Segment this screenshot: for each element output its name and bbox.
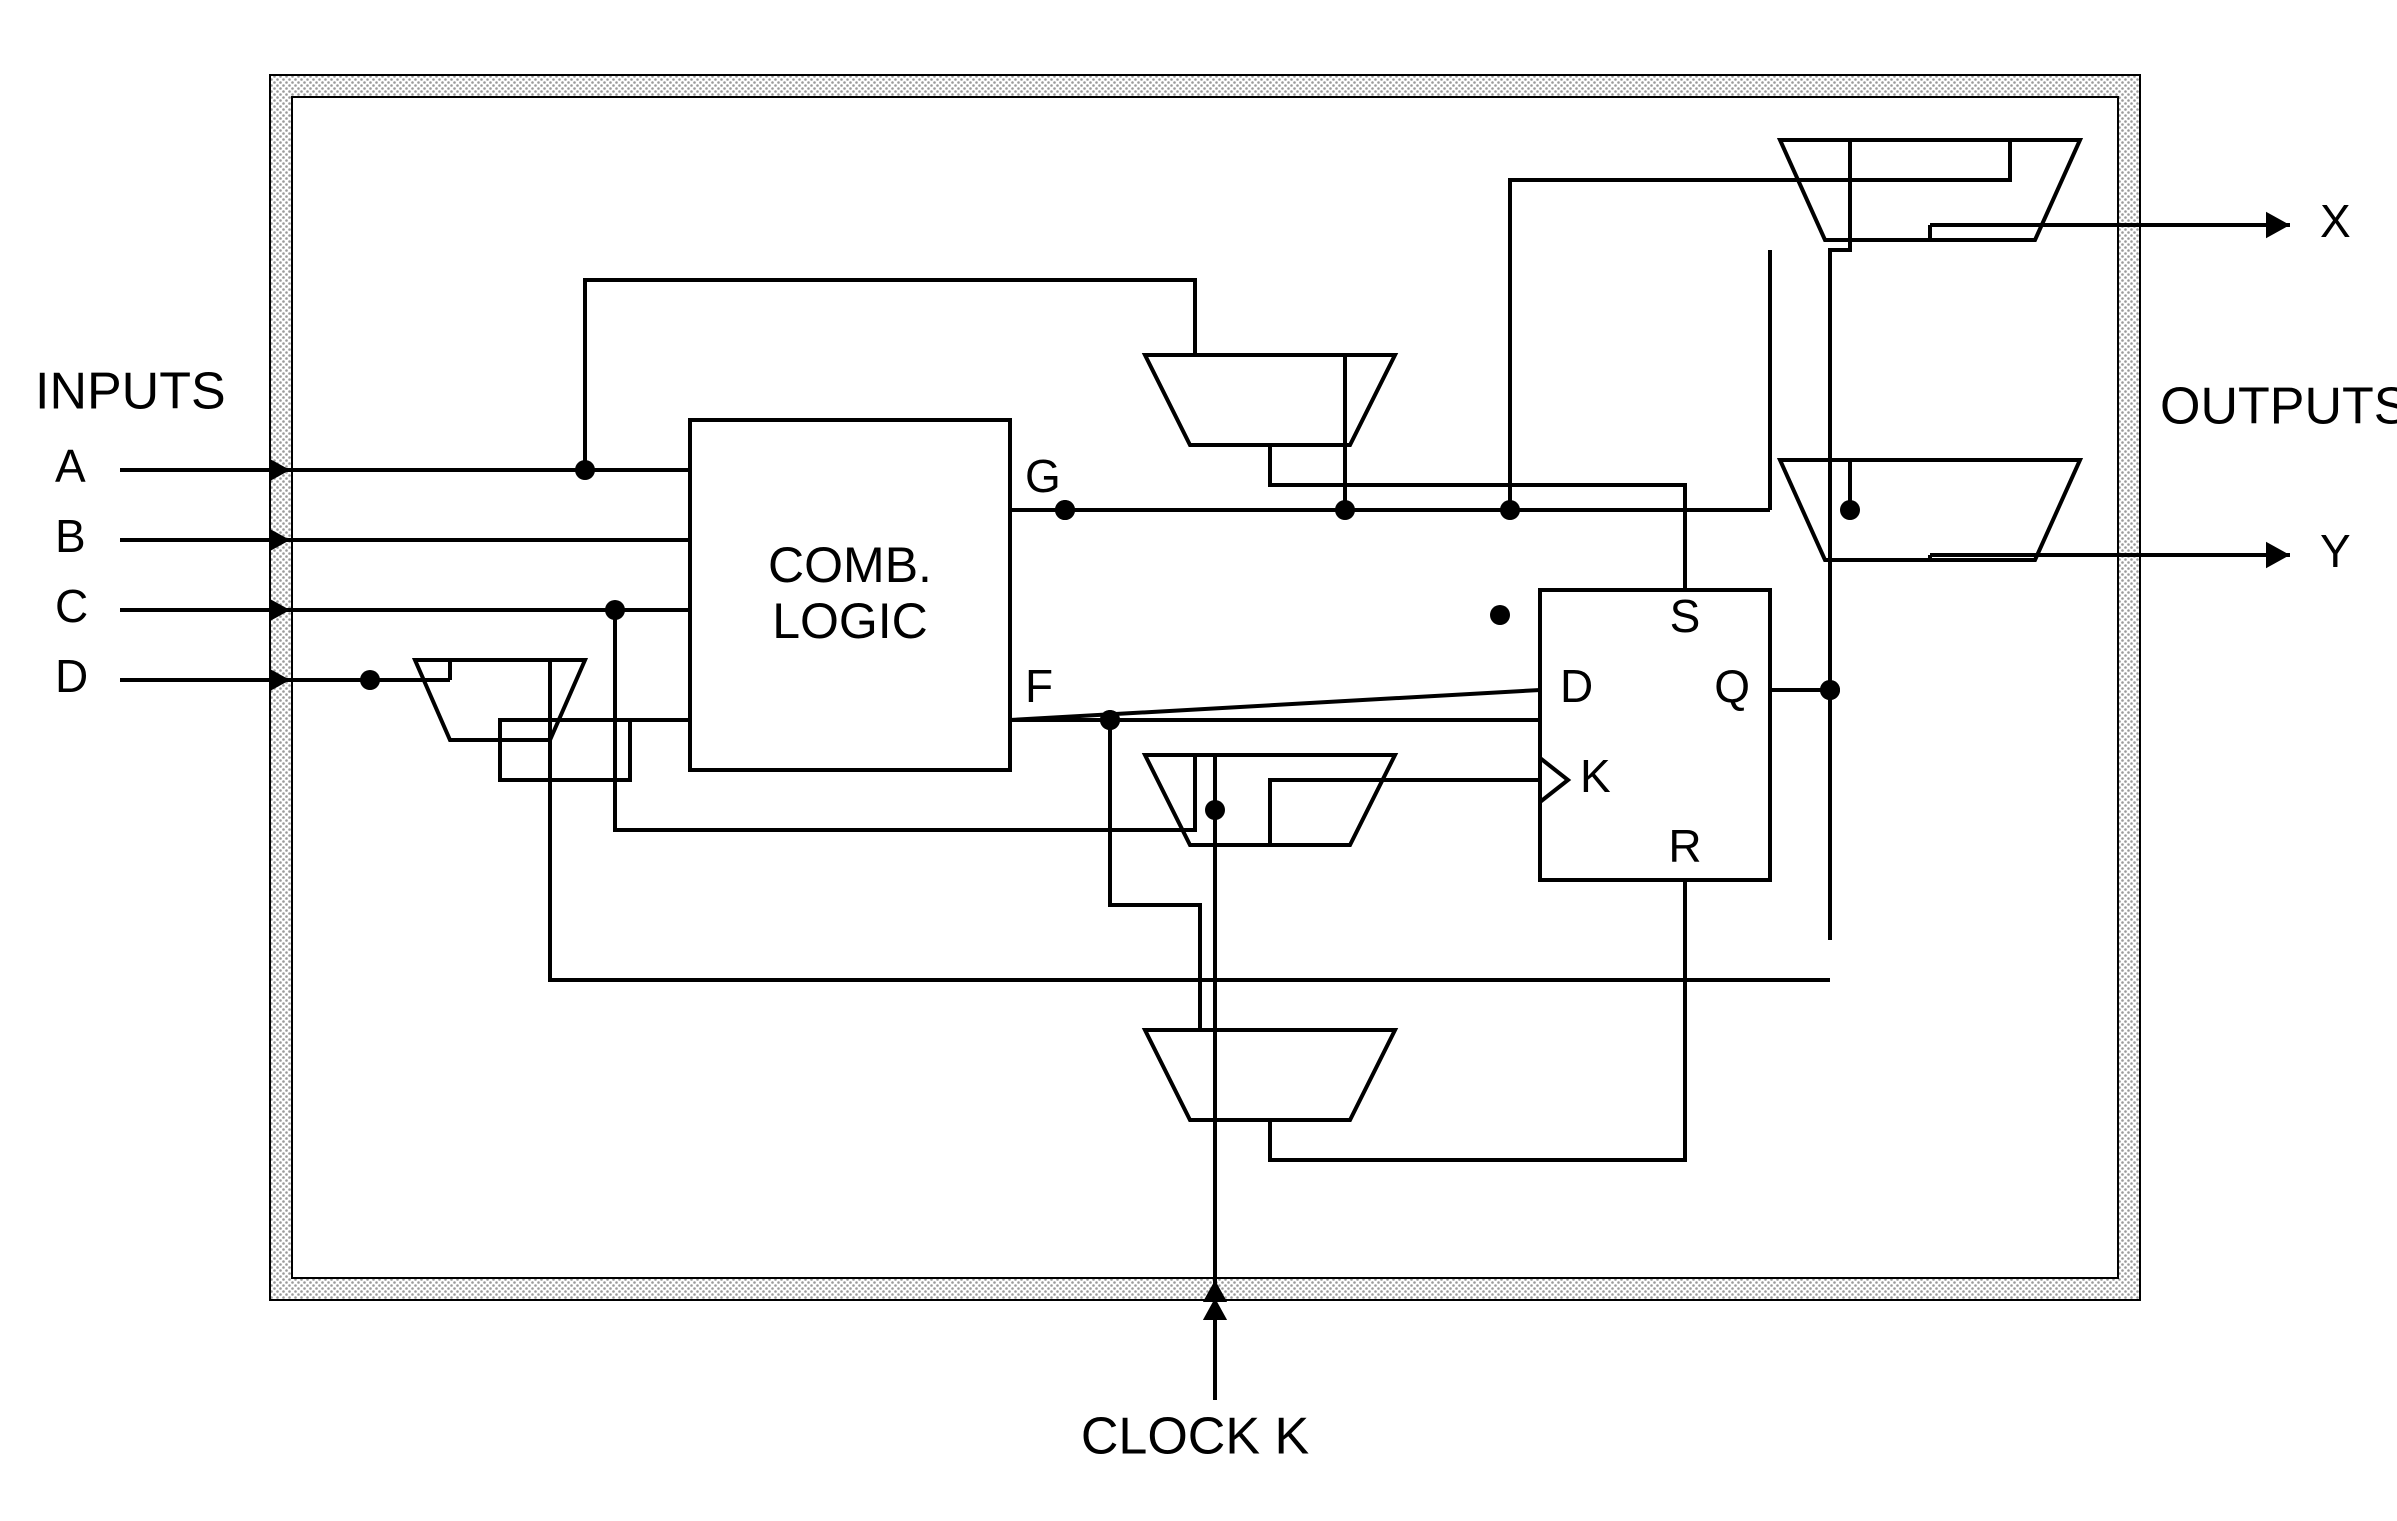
junction-dot	[1055, 500, 1075, 520]
junction-dot	[1335, 500, 1355, 520]
junction-dot	[1100, 710, 1120, 730]
input_C-label: C	[55, 580, 88, 632]
junction-dot	[1840, 500, 1860, 520]
ff-K-label: K	[1580, 750, 1611, 802]
sig-F-label: F	[1025, 660, 1053, 712]
ff-S-label: S	[1670, 590, 1701, 642]
arrow-head	[2266, 212, 2290, 238]
sig-G-label: G	[1025, 450, 1061, 502]
arrow-head	[2266, 542, 2290, 568]
comb-label-1: COMB.	[768, 537, 932, 593]
outputs-header: OUTPUTS	[2160, 378, 2397, 436]
input_B-label: B	[55, 510, 86, 562]
ff-R-label: R	[1668, 820, 1701, 872]
ff-Q-label: Q	[1714, 660, 1750, 712]
ff-D-label: D	[1560, 660, 1593, 712]
output-X-label: X	[2320, 195, 2351, 247]
mux-set	[1145, 355, 1395, 445]
junction-dot	[1820, 680, 1840, 700]
inputs-header: INPUTS	[35, 363, 226, 421]
mux-y	[1780, 460, 2080, 560]
junction-dot	[1490, 605, 1510, 625]
output-Y-label: Y	[2320, 525, 2351, 577]
flipflop-block	[1540, 590, 1770, 880]
input_A-label: A	[55, 440, 86, 492]
input_D-label: D	[55, 650, 88, 702]
clock-label: CLOCK K	[1081, 1408, 1310, 1466]
mux-reset	[1145, 1030, 1395, 1120]
comb-label-2: LOGIC	[772, 593, 928, 649]
